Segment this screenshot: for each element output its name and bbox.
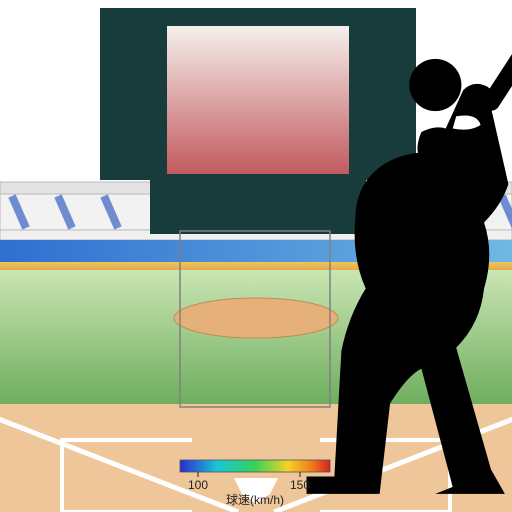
scoreboard-screen <box>167 26 349 174</box>
pitchers-mound <box>174 298 338 338</box>
pitch-location-diagram: 100 150 球速(km/h) <box>0 0 512 512</box>
legend-title: 球速(km/h) <box>226 493 284 507</box>
scoreboard-neck <box>150 180 366 234</box>
scene-svg: 100 150 球速(km/h) <box>0 0 512 512</box>
legend-tick-label-1: 150 <box>290 478 310 492</box>
legend-tick-label-0: 100 <box>188 478 208 492</box>
speed-legend-bar <box>180 460 330 472</box>
bat-knob <box>481 99 491 109</box>
